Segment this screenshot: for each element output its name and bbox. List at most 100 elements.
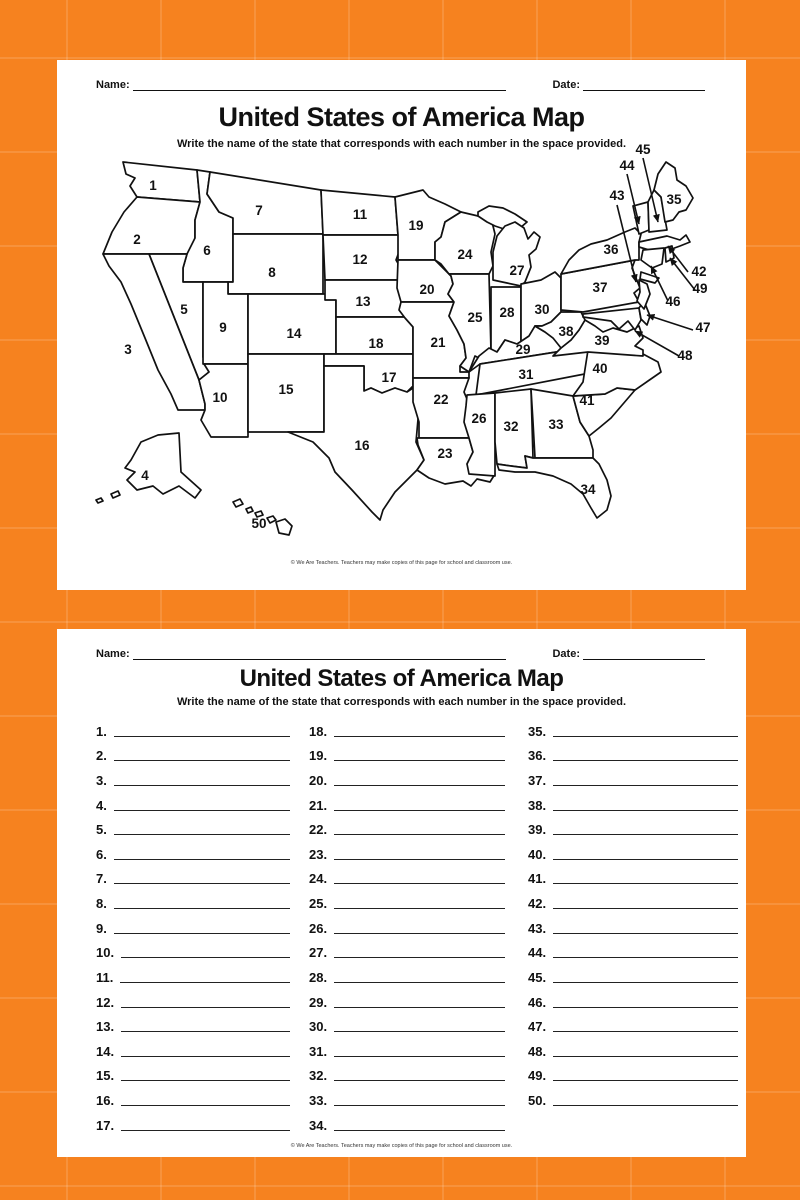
state-number-1: 1	[149, 178, 157, 193]
answer-blank-line	[553, 726, 738, 737]
state-number-12: 12	[352, 252, 367, 267]
answer-row: 34.	[309, 1109, 505, 1134]
answer-blank-line	[553, 824, 738, 836]
state-number-29: 29	[515, 342, 530, 357]
answer-row: 2.	[96, 740, 290, 765]
answer-column-1: 1. 2. 3. 4. 5. 6. 7. 8. 9. 10. 11. 12. 13. 14. 15. 16. 1…	[96, 715, 290, 1134]
answer-number: 34.	[309, 1117, 328, 1133]
answer-row: 41.	[528, 863, 738, 888]
state-shape	[552, 319, 644, 357]
answer-row: 40.	[528, 838, 738, 863]
answer-row: 39.	[528, 814, 738, 839]
answer-row: 20.	[309, 764, 505, 789]
answer-row: 10.	[96, 937, 290, 962]
worksheet-page-answers: Name: Date: United States of America Map…	[57, 629, 746, 1157]
state-shape	[638, 234, 691, 251]
answer-number: 9.	[96, 920, 107, 936]
name-date-row: Name: Date:	[96, 80, 705, 91]
state-shape	[124, 432, 202, 499]
answer-number: 41.	[528, 871, 547, 887]
state-number-7: 7	[255, 203, 263, 218]
state-number-9: 9	[219, 320, 227, 335]
answer-blank-line	[121, 947, 290, 959]
answer-blank-line	[553, 775, 738, 786]
state-shape	[254, 510, 264, 518]
answer-number: 37.	[528, 772, 547, 788]
answer-blank-line	[553, 750, 738, 762]
state-number-50: 50	[251, 516, 266, 531]
answer-blank-line	[121, 1095, 290, 1106]
answer-row: 44.	[528, 937, 738, 962]
answer-blank-line	[334, 898, 505, 909]
state-number-23: 23	[437, 446, 453, 461]
answer-blank-line	[334, 873, 505, 885]
state-number-25: 25	[467, 310, 483, 325]
answer-blank-line	[120, 972, 290, 983]
answer-row: 45.	[528, 961, 738, 986]
answer-column-3: 35. 36. 37. 38. 39. 40. 41. 42. 43. 44. 45. 46. 47. 4…	[528, 715, 738, 1109]
answer-number: 29.	[309, 994, 328, 1010]
state-shape	[227, 233, 324, 295]
state-number-46: 46	[665, 294, 681, 309]
answer-number: 40.	[528, 846, 547, 862]
state-number-35: 35	[666, 192, 682, 207]
answer-row: 36.	[528, 740, 738, 765]
answer-row: 33.	[309, 1084, 505, 1109]
answer-blank-line	[553, 1070, 738, 1082]
answer-row: 1.	[96, 715, 290, 740]
state-number-27: 27	[509, 263, 524, 278]
answer-blank-line	[553, 898, 738, 909]
answer-number: 38.	[528, 797, 547, 813]
state-shape	[122, 161, 201, 203]
answer-number: 11.	[96, 969, 114, 985]
answer-number: 48.	[528, 1043, 547, 1059]
answer-number: 39.	[528, 822, 547, 838]
answer-blank-line	[334, 1021, 505, 1033]
answer-blank-line	[553, 873, 738, 885]
answer-row: 16.	[96, 1084, 290, 1109]
state-number-3: 3	[124, 342, 132, 357]
state-shape	[639, 271, 660, 284]
answer-number: 23.	[309, 846, 328, 862]
answer-blank-line	[553, 849, 738, 860]
state-number-8: 8	[268, 265, 276, 280]
answer-number: 14.	[96, 1043, 115, 1059]
state-number-18: 18	[368, 336, 384, 351]
state-number-10: 10	[212, 390, 227, 405]
answer-row: 38.	[528, 789, 738, 814]
answer-row: 30.	[309, 1011, 505, 1036]
answer-number: 16.	[96, 1093, 115, 1108]
answer-row: 29.	[309, 986, 505, 1011]
answer-row: 50.	[528, 1084, 738, 1109]
state-shape	[636, 279, 651, 310]
state-number-47: 47	[695, 320, 710, 335]
answer-blank-line	[121, 1021, 290, 1033]
state-number-36: 36	[603, 242, 619, 257]
answer-row: 42.	[528, 887, 738, 912]
answer-blank-line	[553, 972, 738, 983]
page-subtitle: Write the name of the state that corresp…	[176, 696, 627, 708]
answer-row: 15.	[96, 1060, 290, 1085]
state-number-42: 42	[691, 264, 706, 279]
pointer-arrow-44	[626, 173, 641, 225]
pointer-arrow-48	[634, 330, 680, 357]
state-number-5: 5	[180, 302, 188, 317]
date-label: Date:	[552, 79, 580, 91]
state-shape	[496, 455, 612, 519]
answer-blank-line	[334, 972, 505, 983]
state-number-14: 14	[286, 326, 302, 341]
state-number-6: 6	[203, 243, 211, 258]
answer-number: 42.	[528, 896, 547, 911]
answer-number: 22.	[309, 822, 328, 838]
state-number-26: 26	[471, 411, 487, 426]
state-shape	[572, 349, 662, 397]
answer-blank-line	[334, 1046, 505, 1057]
answer-blank-line	[334, 726, 505, 737]
answer-row: 6.	[96, 838, 290, 863]
state-number-45: 45	[635, 142, 651, 157]
answer-row: 17.	[96, 1109, 290, 1134]
copyright-text: © We Are Teachers. Teachers may make cop…	[290, 1143, 513, 1149]
answer-number: 25.	[309, 896, 328, 911]
state-number-19: 19	[408, 218, 423, 233]
